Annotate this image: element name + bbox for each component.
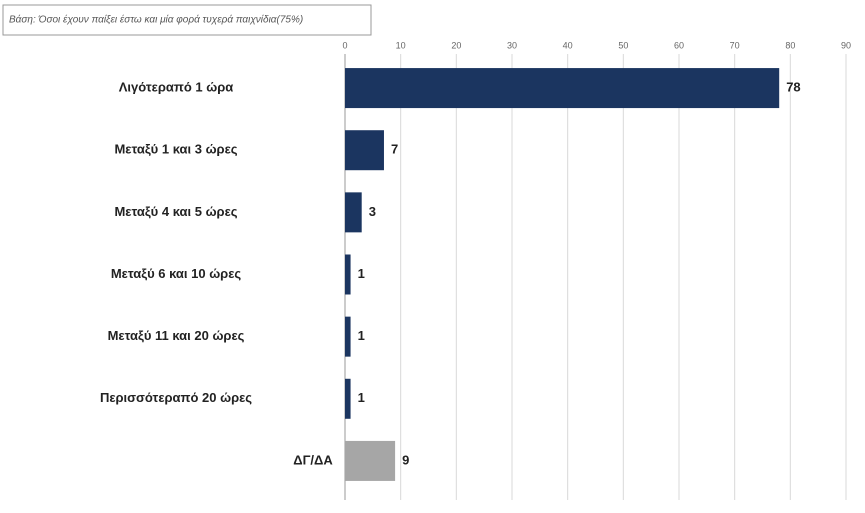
x-tick-label: 10 bbox=[396, 40, 406, 50]
value-label: 7 bbox=[391, 142, 398, 157]
note: Βάση: Όσοι έχουν παίξει έστω και μία φορ… bbox=[9, 14, 303, 26]
x-tick-label: 50 bbox=[618, 40, 628, 50]
value-label: 9 bbox=[402, 452, 409, 467]
value-label: 1 bbox=[358, 266, 365, 281]
x-tick-label: 30 bbox=[507, 40, 517, 50]
y-tick-label: Μεταξύ 6 και 10 ώρες bbox=[111, 266, 242, 281]
bar bbox=[345, 378, 351, 419]
x-tick-label: 0 bbox=[342, 40, 347, 50]
x-tick-label: 70 bbox=[730, 40, 740, 50]
bar bbox=[345, 254, 351, 295]
y-tick-label: Περισσότεραπό 20 ώρες bbox=[100, 390, 252, 405]
y-tick-label: ΔΓ/ΔΑ bbox=[293, 452, 333, 467]
bar bbox=[345, 440, 396, 481]
x-tick-label: 80 bbox=[785, 40, 795, 50]
value-label: 3 bbox=[369, 204, 376, 219]
y-tick-label: Λιγότεραπό 1 ώρα bbox=[119, 80, 233, 95]
x-tick-label: 40 bbox=[563, 40, 573, 50]
bar bbox=[345, 192, 362, 233]
x-tick-label: 20 bbox=[451, 40, 461, 50]
bar bbox=[345, 130, 384, 171]
bar bbox=[345, 316, 351, 357]
y-tick-label: Μεταξύ 1 και 3 ώρες bbox=[114, 142, 237, 157]
y-tick-label: Μεταξύ 4 και 5 ώρες bbox=[114, 204, 237, 219]
note-box bbox=[2, 4, 372, 36]
bar bbox=[345, 68, 780, 109]
x-tick-label: 90 bbox=[841, 40, 851, 50]
value-label: 1 bbox=[358, 390, 365, 405]
x-tick-label: 60 bbox=[674, 40, 684, 50]
y-tick-label: Μεταξύ 11 και 20 ώρες bbox=[108, 328, 245, 343]
value-label: 1 bbox=[358, 328, 365, 343]
value-label: 78 bbox=[786, 80, 800, 95]
